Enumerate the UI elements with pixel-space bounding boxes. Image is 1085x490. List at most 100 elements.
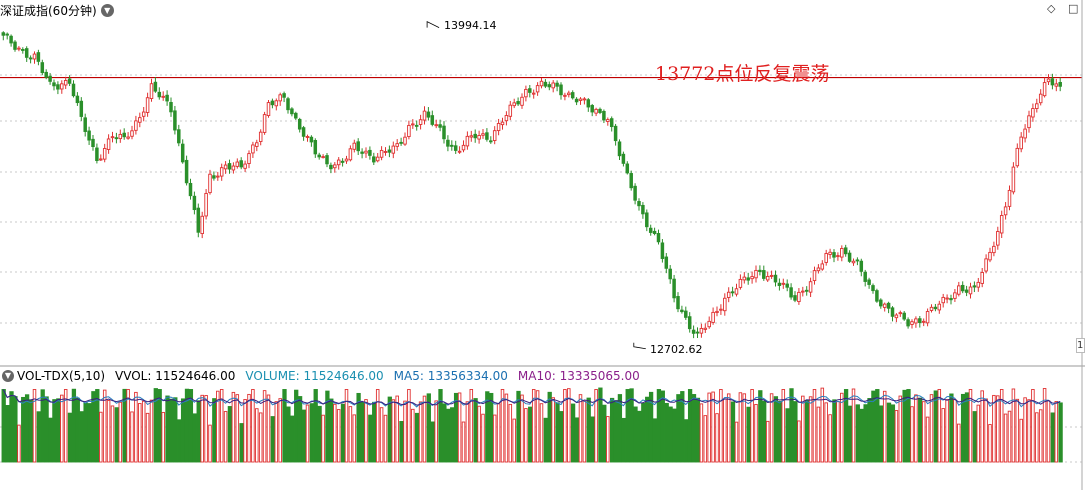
volume-bar (781, 389, 786, 463)
candle (918, 315, 922, 328)
candle (742, 272, 747, 284)
volume-bar (52, 399, 57, 463)
candle-body (184, 159, 189, 184)
chevron-down-icon[interactable]: ▼ (100, 3, 114, 17)
candle (13, 40, 17, 52)
candle (645, 209, 649, 232)
candle-body (411, 123, 415, 126)
candle-body (364, 150, 368, 154)
square-icon[interactable]: □ (1068, 2, 1079, 15)
chevron-down-icon[interactable]: ▼ (2, 370, 14, 382)
candle (957, 281, 961, 297)
candle-body (777, 282, 782, 286)
price-edge-tag: 1 (1076, 338, 1085, 353)
volume-bar (742, 393, 747, 463)
volume-bar (637, 410, 642, 463)
candle (968, 282, 973, 299)
volume-bar (286, 406, 291, 463)
candle-body (563, 94, 567, 97)
volume-bar (87, 403, 92, 463)
candle-body (60, 83, 64, 90)
volume-bar (110, 405, 115, 463)
candle-body (91, 138, 95, 148)
volume-bar (656, 389, 662, 463)
volume-bar (840, 392, 844, 463)
volume-bar (247, 393, 251, 463)
volume-bar (1007, 410, 1012, 463)
candle-body (118, 133, 123, 140)
candle-body (223, 164, 228, 170)
candle-body (820, 263, 825, 270)
volume-bar (177, 419, 182, 463)
candle-body (559, 84, 563, 96)
diamond-icon[interactable]: ◇ (1047, 2, 1056, 15)
candle (804, 286, 809, 296)
volume-indicator-name: VOL-TDX(5,10) (17, 369, 106, 383)
volume-bar (251, 389, 255, 463)
volume-bar (937, 389, 942, 463)
candle (414, 120, 419, 131)
candle (477, 130, 481, 144)
candle (266, 99, 271, 118)
candle-body (824, 253, 828, 263)
volume-bar (134, 391, 138, 463)
volume-bar (516, 390, 521, 463)
volume-bar (797, 420, 801, 463)
candle-body (711, 311, 715, 323)
candle (387, 145, 392, 158)
candle (504, 111, 509, 126)
volume-bar (434, 400, 438, 463)
candle (879, 298, 883, 309)
candle-body (652, 230, 657, 234)
candle-body (828, 251, 832, 255)
top-right-controls: ◇ □ (1047, 3, 1079, 14)
candle-body (894, 314, 899, 319)
candle (130, 125, 134, 140)
volume-bar (469, 389, 474, 463)
volume-bar (481, 413, 485, 463)
volume-bar (957, 423, 961, 463)
candle-body (929, 306, 934, 311)
candle (17, 46, 21, 52)
volume-bar (149, 399, 154, 463)
candle-body (48, 75, 52, 82)
volume-bar (504, 393, 509, 463)
candle-body (40, 62, 45, 74)
volume-bar (489, 392, 494, 463)
volume-bar (773, 396, 779, 463)
candle-body (574, 98, 579, 103)
candle-body (317, 154, 321, 158)
candle-body (305, 136, 310, 138)
candle (777, 278, 782, 291)
candle-body (114, 137, 119, 140)
candle (83, 113, 87, 137)
volume-bar (1054, 400, 1059, 463)
candle (984, 254, 988, 274)
candle (450, 140, 454, 151)
candle-body (1015, 147, 1020, 167)
volume-bar (1023, 397, 1027, 463)
candle-body (921, 320, 926, 323)
candle (715, 306, 719, 317)
candle-body (629, 173, 633, 189)
candle-body (906, 319, 910, 327)
candle (102, 143, 107, 163)
volume-bar (524, 408, 528, 463)
volume-bar (352, 414, 357, 463)
volume-bar (843, 389, 849, 463)
candle-body (290, 108, 294, 115)
candle-body (375, 156, 380, 162)
candle-body (1050, 78, 1055, 86)
candle (824, 249, 828, 266)
candle (333, 162, 337, 173)
volume-bar (808, 396, 813, 463)
candle (699, 323, 704, 338)
volume-bar (567, 388, 571, 463)
volume-bar (48, 417, 53, 463)
candle-body (933, 306, 938, 310)
candle-body (67, 78, 72, 84)
volume-bar (212, 398, 217, 463)
volume-bars (1, 387, 1063, 463)
candle-body (641, 204, 645, 215)
candle (145, 92, 150, 117)
